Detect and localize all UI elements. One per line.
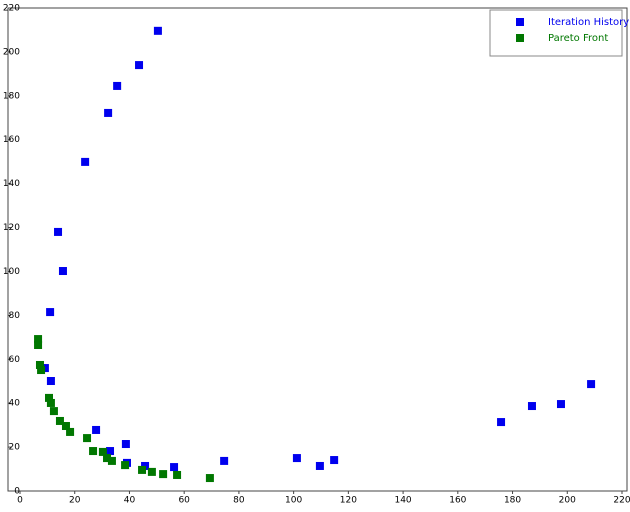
y-tick-label: 220 [3, 4, 20, 14]
y-tick-label: 100 [3, 267, 20, 277]
legend-marker [516, 18, 524, 26]
point [315, 461, 324, 470]
x-tick-label: 20 [69, 496, 81, 506]
point [330, 456, 339, 465]
point [104, 108, 113, 117]
point [138, 465, 147, 474]
x-tick-label: 0 [17, 496, 23, 506]
point [173, 470, 182, 479]
point [220, 456, 229, 465]
point [92, 425, 101, 434]
point [497, 418, 506, 427]
y-tick-label: 60 [9, 355, 21, 365]
y-tick-label: 0 [14, 487, 20, 497]
x-tick-label: 80 [233, 496, 245, 506]
point [103, 454, 112, 463]
point [107, 456, 116, 465]
y-tick-label: 80 [9, 311, 21, 321]
point [106, 447, 115, 456]
point [292, 454, 301, 463]
point [170, 463, 179, 472]
x-tick-label: 60 [178, 496, 190, 506]
point [34, 335, 43, 344]
point [121, 440, 130, 449]
point [113, 81, 122, 90]
y-tick-label: 120 [3, 223, 20, 233]
x-tick-label: 100 [285, 496, 302, 506]
point [556, 400, 565, 409]
y-tick-label: 180 [3, 91, 20, 101]
point [54, 227, 63, 236]
x-tick-label: 160 [449, 496, 466, 506]
y-tick-label: 200 [3, 47, 20, 57]
point [83, 434, 92, 443]
point [37, 366, 46, 375]
point [58, 267, 67, 276]
point [46, 377, 55, 386]
point [34, 341, 43, 350]
point [98, 447, 107, 456]
x-tick-label: 220 [613, 496, 630, 506]
y-tick-label: 20 [9, 443, 21, 453]
point [45, 393, 54, 402]
point [205, 474, 214, 483]
point [527, 402, 536, 411]
point [61, 422, 70, 431]
plot-area [7, 7, 628, 492]
legend-text: Pareto Front [548, 33, 608, 44]
point [35, 360, 44, 369]
point [159, 470, 168, 479]
point [121, 461, 130, 470]
y-tick-label: 160 [3, 135, 20, 145]
point [587, 380, 596, 389]
x-tick-label: 120 [340, 496, 357, 506]
point [46, 308, 55, 317]
legend-text: Iteration History [548, 17, 629, 28]
x-tick-label: 180 [504, 496, 521, 506]
point [81, 157, 90, 166]
legend-marker [516, 34, 524, 42]
x-tick-label: 200 [559, 496, 576, 506]
point [46, 398, 55, 407]
point [55, 416, 64, 425]
y-tick-label: 40 [9, 399, 21, 409]
legend-box [489, 9, 623, 57]
point [66, 427, 75, 436]
y-tick-label: 140 [3, 179, 20, 189]
point [153, 26, 162, 35]
point [49, 407, 58, 416]
point [89, 447, 98, 456]
x-tick-label: 40 [124, 496, 136, 506]
point [147, 467, 156, 476]
point [135, 61, 144, 70]
x-tick-label: 140 [394, 496, 411, 506]
